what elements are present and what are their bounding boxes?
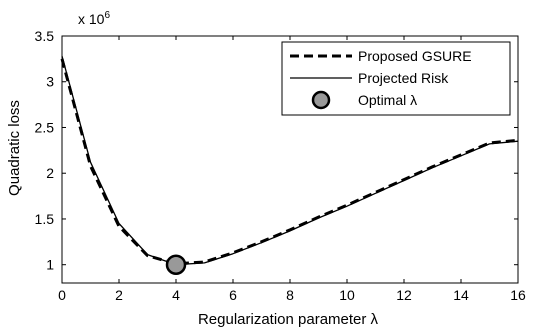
legend-label-projected: Projected Risk [358,70,449,86]
legend-label-optimal: Optimal λ [358,92,417,108]
y-exponent-base: x 10 [78,11,105,27]
y-axis-exponent: x 106 [78,10,110,27]
legend: Proposed GSURE Projected Risk Optimal λ [281,41,511,116]
x-tick-label: 16 [510,287,526,303]
legend-marker-circle-icon [311,90,331,110]
x-tick-label: 10 [339,287,355,303]
x-tick-label: 8 [286,287,294,303]
axes: 0 2 4 6 8 10 12 14 16 1 1.5 2 2.5 3 3.5 [35,28,526,303]
x-tick-label: 6 [229,287,237,303]
x-tick-label: 0 [58,287,66,303]
optimal-lambda-marker [165,254,187,275]
x-axis-label: Regularization parameter λ [198,311,379,328]
x-tick-label: 2 [115,287,123,303]
y-tick-label: 3 [46,74,54,90]
y-tick-label: 1.5 [35,211,55,227]
x-tick-label: 4 [172,287,180,303]
y-tick-label: 2.5 [35,119,55,135]
y-tick-label: 2 [46,165,54,181]
series-line-projected-risk [61,55,519,266]
y-tick-label: 1 [46,257,54,273]
y-axis-label: Quadratic loss [6,100,23,196]
series-line-proposed-gsure [60,58,519,266]
x-tick-label: 14 [453,287,469,303]
legend-label-gsure: Proposed GSURE [358,48,472,64]
x-tick-label: 12 [396,287,412,303]
y-tick-label: 3.5 [35,28,55,44]
plot-area [60,55,519,275]
y-exponent-power: 6 [104,10,110,21]
